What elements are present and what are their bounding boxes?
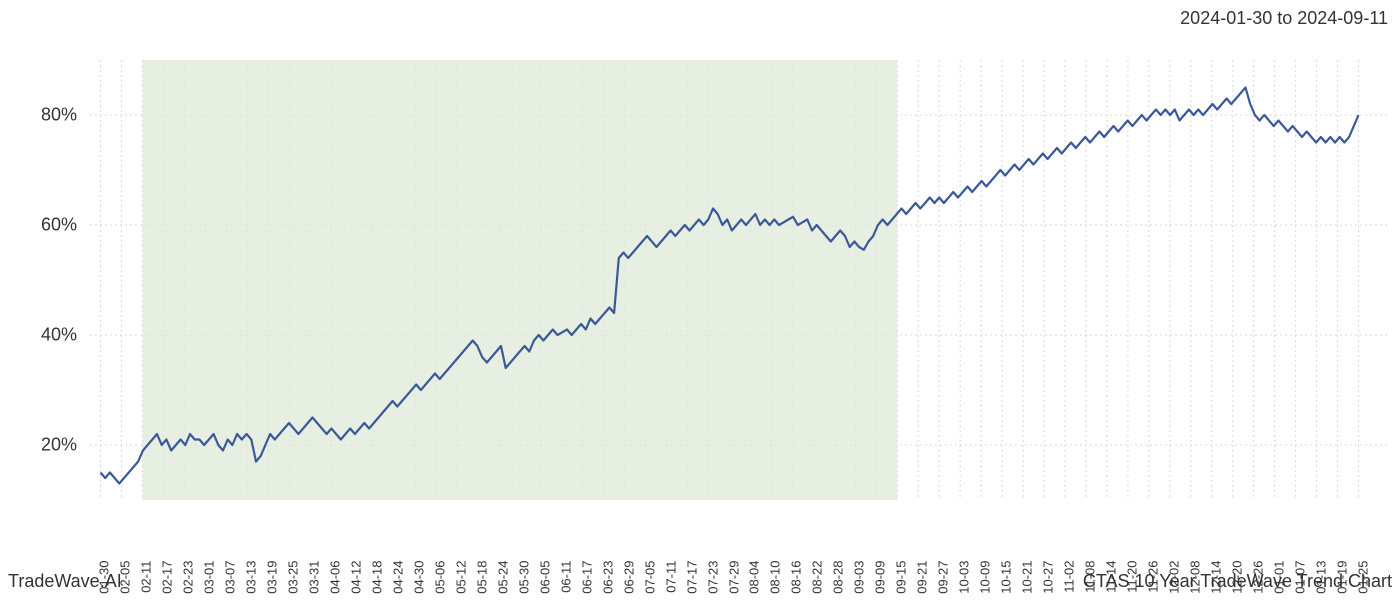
y-tick-label: 80%: [41, 105, 77, 126]
x-tick-label: 06-29: [621, 561, 636, 594]
x-tick-label: 07-17: [684, 561, 699, 594]
x-tick-label: 04-30: [412, 561, 427, 594]
x-tick-label: 04-18: [370, 561, 385, 594]
x-tick-label: 08-16: [789, 561, 804, 594]
date-range-label: 2024-01-30 to 2024-09-11: [1180, 8, 1388, 29]
x-tick-label: 07-05: [642, 561, 657, 594]
x-tick-label: 08-10: [768, 561, 783, 594]
x-tick-label: 02-23: [181, 561, 196, 594]
x-tick-label: 10-09: [978, 561, 993, 594]
x-tick-label: 09-21: [915, 561, 930, 594]
x-tick-label: 04-06: [328, 561, 343, 594]
x-tick-label: 09-09: [873, 561, 888, 594]
x-tick-label: 02-11: [139, 561, 154, 593]
x-tick-label: 05-24: [495, 561, 510, 594]
chart-svg: [90, 60, 1390, 500]
x-tick-label: 06-23: [600, 561, 615, 594]
y-tick-label: 40%: [41, 325, 77, 346]
x-axis: 01-3002-0502-1102-1702-2303-0103-0703-13…: [90, 505, 1390, 560]
x-tick-label: 03-01: [202, 561, 217, 594]
x-tick-label: 07-11: [663, 561, 678, 593]
x-tick-label: 03-31: [307, 561, 322, 594]
x-tick-label: 06-11: [558, 561, 573, 593]
x-tick-label: 08-22: [810, 561, 825, 594]
x-tick-label: 04-24: [391, 561, 406, 594]
x-tick-label: 11-02: [1062, 561, 1077, 593]
y-tick-label: 20%: [41, 435, 77, 456]
x-tick-label: 09-15: [894, 561, 909, 594]
trend-chart: [90, 60, 1390, 500]
x-tick-label: 05-06: [432, 561, 447, 594]
x-tick-label: 02-17: [160, 561, 175, 594]
y-axis: 20% 40% 60% 80%: [0, 60, 85, 500]
x-tick-label: 04-12: [349, 561, 364, 594]
y-tick-label: 60%: [41, 215, 77, 236]
x-tick-label: 03-07: [223, 561, 238, 594]
footer-title: CTAS 10 Year TradeWave Trend Chart: [1083, 571, 1392, 592]
x-tick-label: 08-04: [747, 561, 762, 594]
x-tick-label: 05-12: [453, 561, 468, 594]
x-tick-label: 07-29: [726, 561, 741, 594]
x-tick-label: 06-17: [579, 561, 594, 594]
x-tick-label: 07-23: [705, 561, 720, 594]
x-tick-label: 09-27: [936, 561, 951, 594]
x-tick-label: 03-25: [286, 561, 301, 594]
x-tick-label: 08-28: [831, 561, 846, 594]
x-tick-label: 10-03: [957, 561, 972, 594]
x-tick-label: 10-21: [1020, 561, 1035, 594]
x-tick-label: 06-05: [537, 561, 552, 594]
x-tick-label: 10-27: [1041, 561, 1056, 594]
x-tick-label: 05-30: [516, 561, 531, 594]
x-tick-label: 03-19: [265, 561, 280, 594]
x-tick-label: 05-18: [474, 561, 489, 594]
x-tick-label: 03-13: [244, 561, 259, 594]
footer-brand: TradeWave.AI: [8, 571, 122, 592]
x-tick-label: 10-15: [999, 561, 1014, 594]
x-tick-label: 09-03: [852, 561, 867, 594]
